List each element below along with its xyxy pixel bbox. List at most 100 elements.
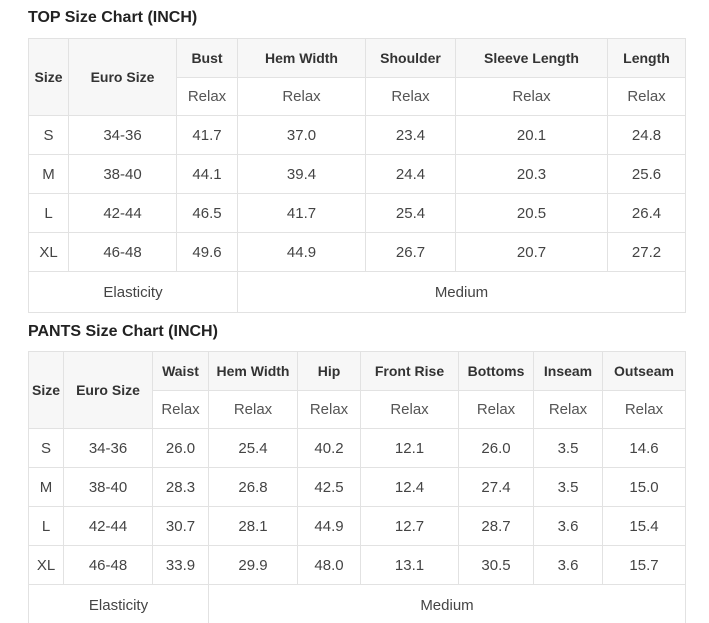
size-cell: XL [28,232,69,272]
size-cell: XL [28,545,64,585]
pants-fit-row: Relax Relax Relax Relax Relax Relax Rela… [29,390,686,429]
measurement-cell: 25.4 [208,428,298,468]
measurement-cell: 15.7 [602,545,686,585]
euro-size-cell: 38-40 [63,467,153,507]
measurement-cell: 20.7 [455,232,608,272]
table-row-m: M 38-40 28.3 26.8 42.5 12.4 27.4 3.5 15.… [28,467,686,507]
table-row-xl: XL 46-48 49.6 44.9 26.7 20.7 27.2 [28,232,686,272]
size-cell: M [28,467,64,507]
measurement-cell: 25.6 [607,154,686,194]
euro-size-cell: 34-36 [68,115,177,155]
top-fit-row: Relax Relax Relax Relax Relax [29,77,686,116]
fit-type-cell: Relax [360,390,459,429]
pants-header-euro-size: Euro Size [63,351,153,429]
fit-type-cell: Relax [607,77,686,116]
measurement-cell: 14.6 [602,428,686,468]
fit-type-cell: Relax [365,77,456,116]
measurement-cell: 28.7 [458,506,534,546]
pants-header-bottoms: Bottoms [458,351,534,391]
euro-size-cell: 46-48 [68,232,177,272]
measurement-cell: 3.6 [533,506,603,546]
fit-type-cell: Relax [237,77,366,116]
fit-type-cell: Relax [602,390,686,429]
measurement-cell: 39.4 [237,154,366,194]
euro-size-cell: 42-44 [68,193,177,233]
measurement-cell: 12.4 [360,467,459,507]
pants-header-hip: Hip [297,351,361,391]
top-chart-title: TOP Size Chart (INCH) [28,9,198,26]
measurement-cell: 46.5 [176,193,238,233]
measurement-cell: 3.5 [533,428,603,468]
fit-type-cell: Relax [455,77,608,116]
measurement-cell: 23.4 [365,115,456,155]
size-cell: S [28,115,69,155]
top-header-size: Size [28,38,69,116]
measurement-cell: 41.7 [176,115,238,155]
measurement-cell: 24.8 [607,115,686,155]
size-cell: S [28,428,64,468]
table-row-s: S 34-36 26.0 25.4 40.2 12.1 26.0 3.5 14.… [28,428,686,468]
fit-type-cell: Relax [152,390,209,429]
euro-size-cell: 42-44 [63,506,153,546]
measurement-cell: 28.3 [152,467,209,507]
measurement-cell: 30.7 [152,506,209,546]
elasticity-label: Elasticity [28,584,209,623]
table-row-xl: XL 46-48 33.9 29.9 48.0 13.1 30.5 3.6 15… [28,545,686,585]
elasticity-value: Medium [237,271,686,313]
table-row-l: L 42-44 30.7 28.1 44.9 12.7 28.7 3.6 15.… [28,506,686,546]
top-header-euro-size: Euro Size [68,38,177,116]
top-header-shoulder: Shoulder [365,38,456,78]
euro-size-cell: 38-40 [68,154,177,194]
measurement-cell: 12.1 [360,428,459,468]
measurement-cell: 42.5 [297,467,361,507]
measurement-cell: 29.9 [208,545,298,585]
measurement-cell: 44.9 [297,506,361,546]
fit-type-cell: Relax [458,390,534,429]
measurement-cell: 44.1 [176,154,238,194]
measurement-cell: 40.2 [297,428,361,468]
table-row-s: S 34-36 41.7 37.0 23.4 20.1 24.8 [28,115,686,155]
measurement-cell: 33.9 [152,545,209,585]
fit-type-cell: Relax [297,390,361,429]
pants-header-front-rise: Front Rise [360,351,459,391]
measurement-cell: 15.4 [602,506,686,546]
measurement-cell: 26.0 [152,428,209,468]
pants-header-waist: Waist [152,351,209,391]
measurement-cell: 13.1 [360,545,459,585]
fit-type-cell: Relax [533,390,603,429]
size-cell: L [28,193,69,233]
size-cell: L [28,506,64,546]
measurement-cell: 27.4 [458,467,534,507]
measurement-cell: 28.1 [208,506,298,546]
pants-chart-title: PANTS Size Chart (INCH) [28,323,218,340]
pants-header-inseam: Inseam [533,351,603,391]
elasticity-value: Medium [208,584,686,623]
top-header-sleeve-length: Sleeve Length [455,38,608,78]
measurement-cell: 37.0 [237,115,366,155]
pants-header-hem-width: Hem Width [208,351,298,391]
pants-elasticity-row: Elasticity Medium [28,584,686,623]
elasticity-label: Elasticity [28,271,238,313]
top-size-table: Size Euro Size Bust Hem Width Shoulder S… [28,38,686,313]
measurement-cell: 44.9 [237,232,366,272]
fit-type-cell: Relax [208,390,298,429]
top-header-length: Length [607,38,686,78]
pants-header-row: Size Euro Size Waist Hem Width Hip Front… [28,351,686,429]
measurement-cell: 49.6 [176,232,238,272]
measurement-cell: 30.5 [458,545,534,585]
pants-header-size: Size [28,351,64,429]
measurement-cell: 26.7 [365,232,456,272]
measurement-cell: 25.4 [365,193,456,233]
measurement-cell: 26.0 [458,428,534,468]
measurement-cell: 20.3 [455,154,608,194]
measurement-cell: 48.0 [297,545,361,585]
top-header-hem-width: Hem Width [237,38,366,78]
measurement-cell: 12.7 [360,506,459,546]
measurement-cell: 41.7 [237,193,366,233]
measurement-cell: 15.0 [602,467,686,507]
size-cell: M [28,154,69,194]
measurement-cell: 24.4 [365,154,456,194]
pants-header-outseam: Outseam [602,351,686,391]
pants-size-table: Size Euro Size Waist Hem Width Hip Front… [28,351,686,623]
